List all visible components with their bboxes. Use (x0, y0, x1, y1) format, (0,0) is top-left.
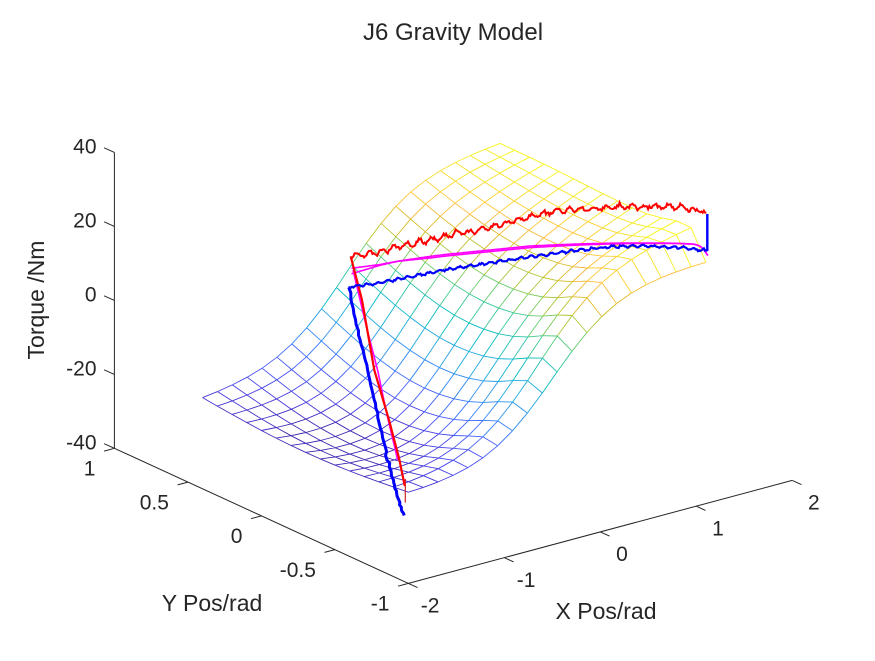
svg-text:-2: -2 (421, 595, 440, 618)
svg-text:-1: -1 (517, 569, 536, 592)
svg-text:1: 1 (712, 518, 724, 541)
svg-text:20: 20 (73, 209, 96, 232)
svg-text:0.5: 0.5 (140, 491, 169, 514)
svg-text:1: 1 (84, 458, 96, 481)
svg-text:2: 2 (808, 492, 820, 515)
svg-text:X Pos/rad: X Pos/rad (556, 598, 657, 624)
svg-text:Y Pos/rad: Y Pos/rad (162, 590, 263, 616)
svg-text:0: 0 (616, 543, 628, 566)
svg-text:0: 0 (231, 525, 243, 548)
svg-text:-20: -20 (66, 357, 96, 380)
svg-text:40: 40 (73, 135, 96, 158)
svg-text:-1: -1 (371, 593, 390, 616)
svg-text:Torque /Nm: Torque /Nm (23, 241, 49, 360)
svg-text:-0.5: -0.5 (280, 559, 316, 582)
svg-text:J6 Gravity Model: J6 Gravity Model (363, 19, 543, 46)
svg-text:-40: -40 (66, 431, 96, 454)
svg-text:0: 0 (85, 283, 97, 306)
